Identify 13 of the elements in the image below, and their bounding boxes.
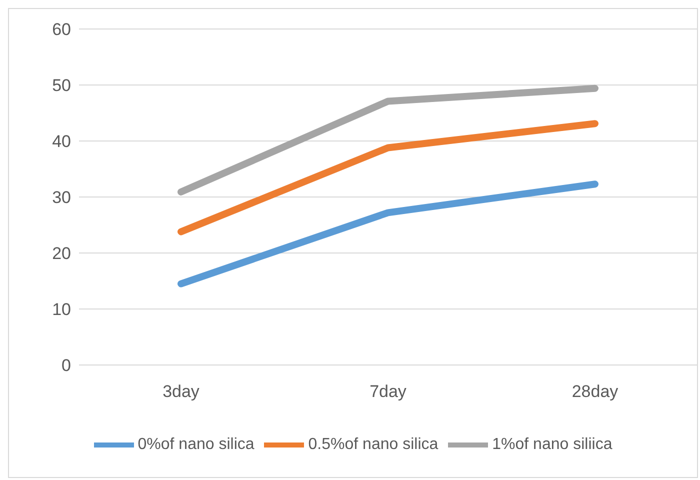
y-tick-label: 60 [52,20,71,40]
y-tick-label: 30 [52,188,71,208]
y-tick-label: 40 [52,132,71,152]
x-tick-label: 7day [370,382,407,402]
legend-label: 0.5%of nano silica [308,436,438,454]
y-tick-label: 20 [52,244,71,264]
legend-label: 0%of nano silica [138,436,254,454]
legend-label: 1%of nano siliica [492,436,612,454]
x-tick-label: 28day [572,382,619,402]
y-tick-label: 10 [52,300,71,320]
y-tick-label: 50 [52,76,71,96]
x-tick-label: 3day [162,382,200,402]
y-tick-label: 0 [62,356,71,376]
